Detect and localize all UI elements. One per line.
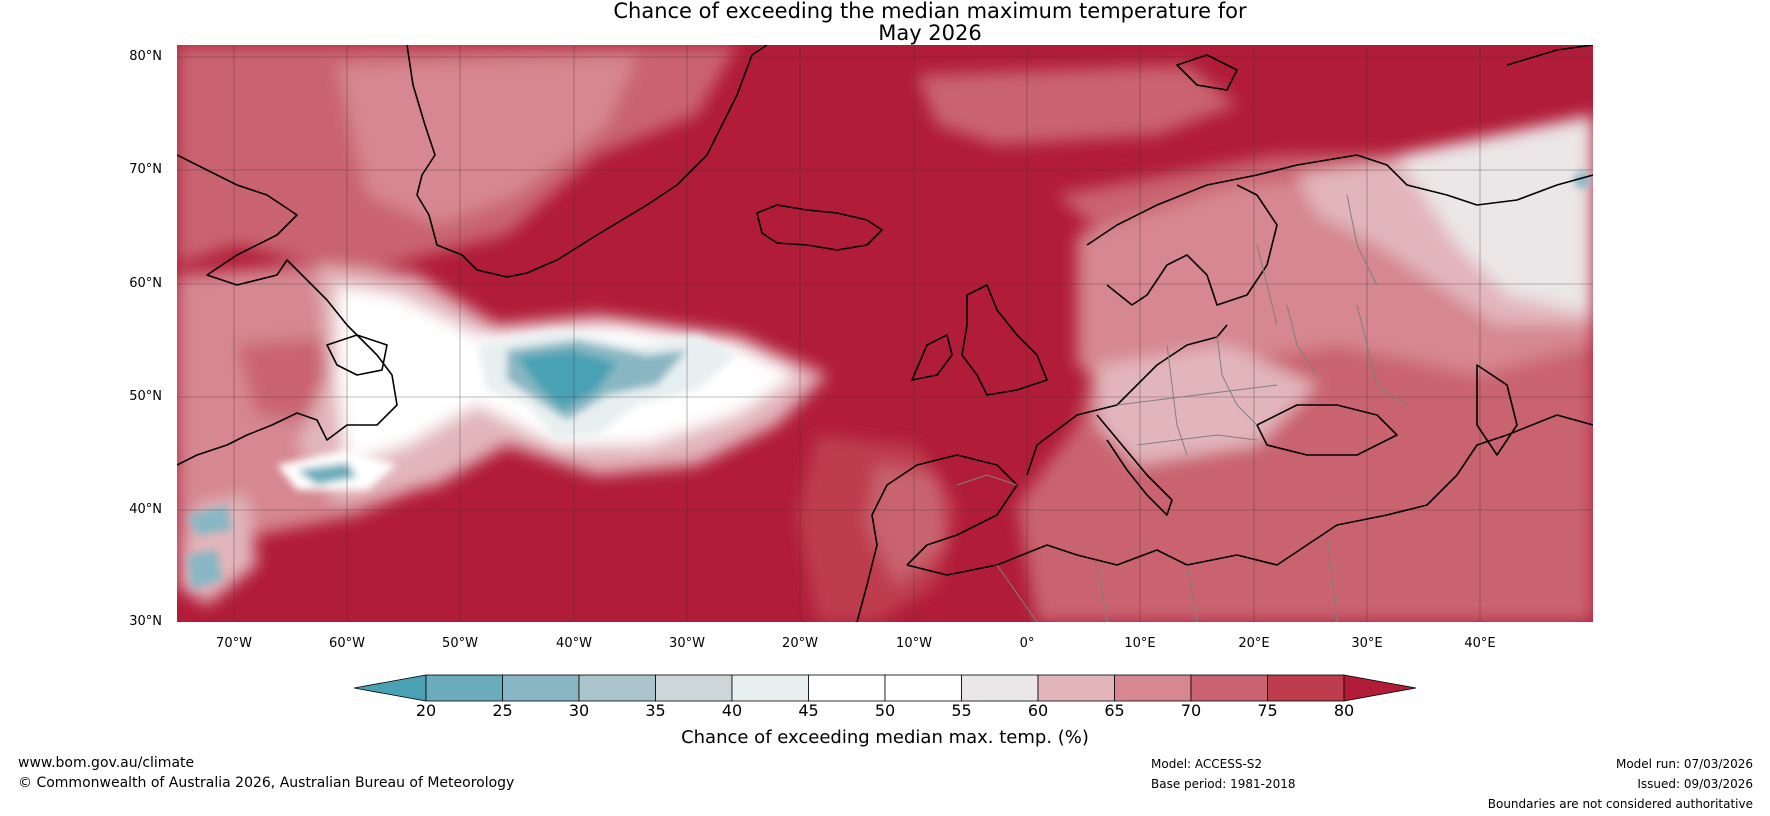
colorbar-tick-label: 25 bbox=[492, 701, 513, 720]
footer-copyright: © Commonwealth of Australia 2026, Austra… bbox=[18, 775, 515, 791]
footer-issued: Issued: 09/03/2026 bbox=[1637, 777, 1753, 791]
colorbar-tick-label: 70 bbox=[1180, 701, 1202, 720]
lon-label-60w: 60°W bbox=[329, 636, 365, 651]
iberia-coast bbox=[856, 454, 1018, 622]
colorbar bbox=[353, 672, 1418, 708]
lon-label-20w: 20°W bbox=[782, 636, 818, 651]
colorbar-extend-low bbox=[353, 674, 427, 702]
colorbar-tick-label: 50 bbox=[874, 701, 896, 720]
map-canvas bbox=[177, 45, 1593, 622]
footer-model: Model: ACCESS-S2 bbox=[1151, 757, 1263, 771]
lat-label-70n: 70°N bbox=[129, 162, 162, 177]
svalbard-coast bbox=[1176, 54, 1238, 91]
western-europe-coast bbox=[1026, 324, 1228, 476]
footer-url: www.bom.gov.au/climate bbox=[18, 755, 195, 771]
map-title-line2: May 2026 bbox=[878, 21, 982, 45]
colorbar-tick-label: 65 bbox=[1104, 701, 1125, 720]
black-sea-coast bbox=[1256, 404, 1398, 456]
coastlines bbox=[177, 45, 1593, 622]
colorbar-swatches bbox=[353, 674, 1417, 702]
colorbar-swatch bbox=[808, 674, 886, 702]
lon-label-20e: 20°E bbox=[1238, 636, 1270, 651]
colorbar-tick-label: 20 bbox=[415, 701, 437, 720]
newfoundland-coast bbox=[326, 334, 388, 376]
graticule bbox=[177, 45, 1593, 622]
mediterranean-coast bbox=[906, 414, 1593, 576]
colorbar-swatch bbox=[655, 674, 733, 702]
lon-label-40w: 40°W bbox=[556, 636, 592, 651]
novaya-zemlya-coast bbox=[1506, 45, 1593, 66]
british-isles-coast bbox=[911, 284, 1048, 396]
lat-label-80n: 80°N bbox=[129, 49, 162, 64]
colorbar-swatch bbox=[731, 674, 809, 702]
colorbar-title: Chance of exceeding median max. temp. (%… bbox=[681, 727, 1089, 748]
colorbar-tick-label: 75 bbox=[1257, 701, 1278, 720]
forecast-map bbox=[177, 45, 1593, 622]
greenland-coast bbox=[406, 45, 768, 278]
cool-anomaly bbox=[187, 172, 1590, 590]
colorbar-swatch bbox=[1190, 674, 1268, 702]
colorbar-swatch bbox=[884, 674, 962, 702]
colorbar-tick-label: 45 bbox=[798, 701, 819, 720]
map-title: Chance of exceeding the median maximum t… bbox=[0, 0, 1770, 44]
north-america-coast bbox=[177, 154, 398, 466]
lat-label-40n: 40°N bbox=[129, 502, 162, 517]
italy-coast bbox=[1096, 414, 1173, 516]
colorbar-swatch bbox=[961, 674, 1039, 702]
lon-label-10w: 10°W bbox=[896, 636, 932, 651]
colorbar-tick-label: 30 bbox=[568, 701, 590, 720]
colorbar-swatch bbox=[578, 674, 656, 702]
lat-label-60n: 60°N bbox=[129, 276, 162, 291]
colorbar-extend-high bbox=[1343, 674, 1417, 702]
lon-label-50w: 50°W bbox=[442, 636, 478, 651]
colorbar-swatch bbox=[1267, 674, 1345, 702]
caspian-coast bbox=[1476, 364, 1518, 456]
scandinavia-coast bbox=[1086, 154, 1593, 246]
lon-label-30e: 30°E bbox=[1351, 636, 1383, 651]
colorbar-swatch bbox=[1114, 674, 1192, 702]
lat-label-50n: 50°N bbox=[129, 389, 162, 404]
colorbar-swatch bbox=[1037, 674, 1115, 702]
colorbar-swatch bbox=[425, 674, 503, 702]
lon-label-40e: 40°E bbox=[1464, 636, 1496, 651]
colorbar-tick-label: 35 bbox=[645, 701, 666, 720]
map-title-line1: Chance of exceeding the median maximum t… bbox=[613, 0, 1247, 23]
footer-disclaimer: Boundaries are not considered authoritat… bbox=[1487, 797, 1753, 811]
lon-label-30w: 30°W bbox=[669, 636, 705, 651]
iceland-coast bbox=[756, 204, 883, 251]
lon-label-0: 0° bbox=[1019, 636, 1035, 651]
lon-label-10e: 10°E bbox=[1124, 636, 1156, 651]
colorbar-tick-label: 60 bbox=[1027, 701, 1049, 720]
colorbar-swatch bbox=[502, 674, 580, 702]
country-borders bbox=[956, 194, 1408, 622]
colorbar-tick-label: 80 bbox=[1333, 701, 1355, 720]
footer-model-run: Model run: 07/03/2026 bbox=[1615, 757, 1753, 771]
colorbar-tick-label: 55 bbox=[951, 701, 972, 720]
lon-label-70w: 70°W bbox=[216, 636, 252, 651]
lat-label-30n: 30°N bbox=[129, 614, 162, 629]
baltic-coast bbox=[1106, 184, 1278, 306]
colorbar-tick-label: 40 bbox=[721, 701, 743, 720]
footer-base-period: Base period: 1981-2018 bbox=[1151, 777, 1296, 791]
